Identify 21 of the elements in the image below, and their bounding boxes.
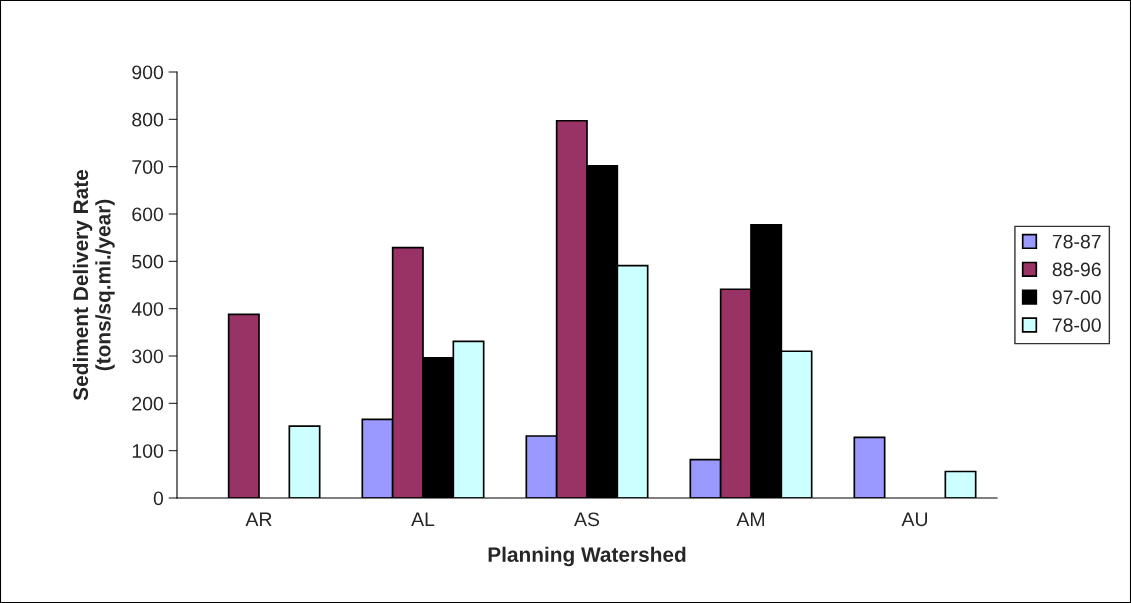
- y-tick-label: 400: [131, 302, 164, 316]
- legend-label: 78-87: [1052, 234, 1101, 249]
- y-tick-label: 100: [132, 444, 164, 458]
- y-tick-label: 0: [153, 491, 164, 506]
- x-tick-label: AL: [411, 512, 435, 526]
- y-tick-label: 700: [132, 160, 164, 174]
- legend-label: 97-00: [1052, 290, 1101, 305]
- x-tick-label: AS: [574, 512, 600, 527]
- x-axis-title: Planning Watershed: [488, 546, 686, 567]
- y-tick-label: 800: [132, 112, 164, 127]
- y-axis-title: Sediment Delivery Rate (tons/sq.mi./year): [72, 169, 115, 401]
- y-tick-label: 300: [132, 349, 164, 364]
- x-tick-label: AM: [736, 512, 764, 526]
- y-tick-label: 500: [132, 254, 164, 269]
- legend-label: 78-00: [1052, 318, 1101, 332]
- x-tick-label: AU: [901, 512, 927, 527]
- y-tick-label: 900: [132, 65, 164, 80]
- y-tick-label: 600: [132, 207, 164, 222]
- legend-label: 88-96: [1052, 262, 1101, 277]
- y-tick-label: 200: [132, 396, 164, 411]
- x-tick-label: AR: [245, 512, 272, 526]
